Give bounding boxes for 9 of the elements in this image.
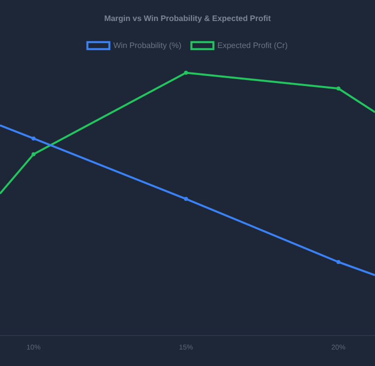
point [184,70,188,75]
point [184,196,188,201]
chart-title: Margin vs Win Probability & Expected Profit [104,14,272,24]
legend-label: Win Probability (%) [113,40,182,50]
point [32,136,36,140]
point [32,152,36,156]
point [336,86,340,91]
point [336,260,340,264]
legend-label: Expected Profit (Cr) [217,40,288,50]
